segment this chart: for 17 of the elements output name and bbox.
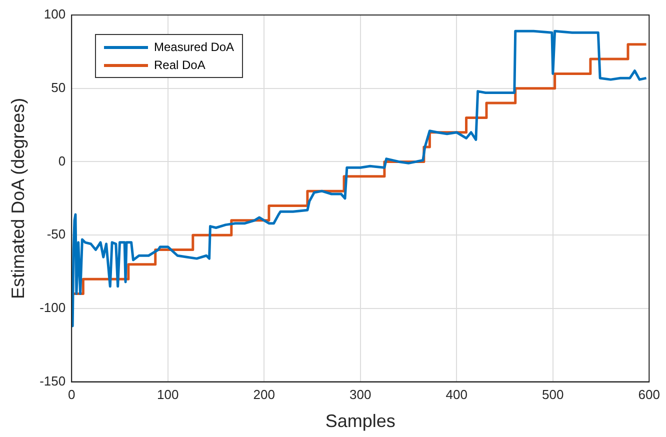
x-tick-label: 300 [350, 387, 372, 402]
x-axis-title: Samples [325, 411, 396, 432]
x-tick-label: 200 [253, 387, 275, 402]
y-axis-title: Estimated DoA (degrees) [8, 98, 28, 299]
legend-label: Measured DoA [154, 39, 234, 56]
y-tick-label: 50 [51, 80, 66, 95]
x-tick-label: 100 [157, 387, 179, 402]
y-tick-label: 0 [58, 153, 66, 168]
y-tick-label: -100 [40, 300, 66, 316]
legend-label: Real DoA [154, 57, 206, 74]
x-tick-label: 400 [446, 387, 468, 402]
y-tick-label: -50 [46, 226, 66, 242]
x-tick-label: 0 [68, 387, 76, 402]
x-tick-label: 600 [638, 387, 660, 402]
y-tick-label: -150 [40, 373, 66, 388]
y-tick-label: 100 [44, 6, 66, 22]
x-tick-label: 500 [542, 387, 564, 402]
